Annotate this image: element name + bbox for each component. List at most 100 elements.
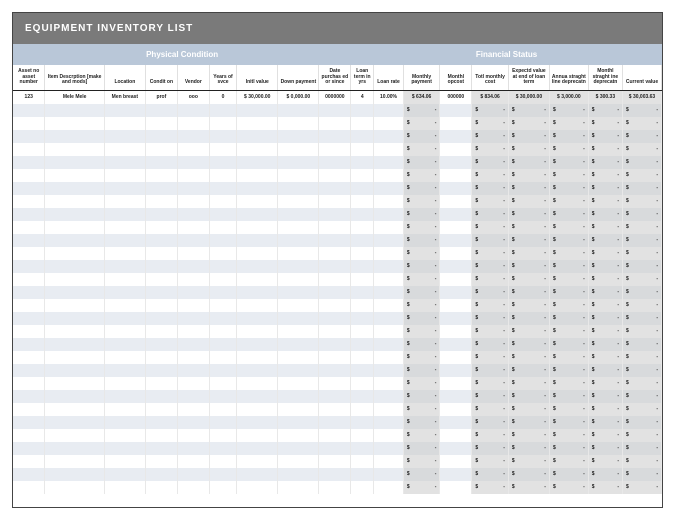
cell-asset_no xyxy=(13,364,45,377)
table-row: $-$-$-$-$-$- xyxy=(13,260,662,273)
cell-vendor xyxy=(177,234,209,247)
col-header-cur_val: Current value xyxy=(623,65,662,90)
cell-date_purch xyxy=(319,390,351,403)
table-row: $-$-$-$-$-$- xyxy=(13,169,662,182)
cell-vendor xyxy=(177,156,209,169)
cell-mon_sl: $- xyxy=(588,416,622,429)
cell-ann_sl: $- xyxy=(549,143,588,156)
cell-vendor xyxy=(177,273,209,286)
cell-mon_sl: $- xyxy=(588,221,622,234)
cell-condition xyxy=(145,416,177,429)
cell-ann_sl: $- xyxy=(549,403,588,416)
col-header-condition: Condit on xyxy=(145,65,177,90)
cell-location xyxy=(104,364,145,377)
cell-years_svc xyxy=(209,273,236,286)
cell-loan_rate xyxy=(374,143,404,156)
group-physical-label: Physical Condition xyxy=(146,50,218,59)
table-row: $-$-$-$-$-$- xyxy=(13,195,662,208)
sheet-title: EQUIPMENT INVENTORY LIST xyxy=(13,13,662,44)
cell-item_desc xyxy=(45,104,104,117)
cell-loan_rate xyxy=(374,351,404,364)
cell-asset_no xyxy=(13,104,45,117)
col-header-tot_mon: Totl monthly cost xyxy=(472,65,509,90)
cell-ann_sl: $- xyxy=(549,286,588,299)
cell-mon_sl: $- xyxy=(588,260,622,273)
cell-init_value: $ 30,000.00 xyxy=(237,90,278,104)
cell-mon_opcost xyxy=(440,156,472,169)
cell-asset_no xyxy=(13,455,45,468)
cell-loan_rate xyxy=(374,364,404,377)
table-row: $-$-$-$-$-$- xyxy=(13,182,662,195)
cell-years_svc xyxy=(209,169,236,182)
cell-down_pay xyxy=(278,351,319,364)
cell-down_pay xyxy=(278,221,319,234)
cell-asset_no xyxy=(13,247,45,260)
cell-cur_val: $- xyxy=(623,429,662,442)
cell-init_value xyxy=(237,195,278,208)
cell-mon_sl: $- xyxy=(588,299,622,312)
cell-condition xyxy=(145,247,177,260)
cell-tot_mon: $- xyxy=(472,169,509,182)
cell-mon_opcost: 000000 xyxy=(440,90,472,104)
cell-mon_opcost xyxy=(440,130,472,143)
cell-ann_sl: $- xyxy=(549,169,588,182)
cell-mon_sl: $- xyxy=(588,156,622,169)
cell-mon_pay: $- xyxy=(403,117,440,130)
cell-location xyxy=(104,377,145,390)
cell-mon_sl: $- xyxy=(588,195,622,208)
cell-condition xyxy=(145,104,177,117)
cell-mon_opcost xyxy=(440,260,472,273)
cell-mon_opcost xyxy=(440,468,472,481)
cell-location: Men breast xyxy=(104,90,145,104)
cell-down_pay xyxy=(278,312,319,325)
cell-init_value xyxy=(237,351,278,364)
cell-mon_sl: $- xyxy=(588,117,622,130)
cell-loan_term xyxy=(351,364,374,377)
cell-mon_sl: $- xyxy=(588,377,622,390)
table-row: $-$-$-$-$-$- xyxy=(13,312,662,325)
cell-exp_val: $- xyxy=(508,117,549,130)
cell-years_svc xyxy=(209,234,236,247)
cell-loan_rate xyxy=(374,247,404,260)
cell-exp_val: $- xyxy=(508,221,549,234)
cell-years_svc xyxy=(209,117,236,130)
cell-mon_pay: $- xyxy=(403,182,440,195)
table-row: $-$-$-$-$-$- xyxy=(13,273,662,286)
cell-mon_opcost xyxy=(440,221,472,234)
cell-loan_term xyxy=(351,117,374,130)
cell-down_pay xyxy=(278,156,319,169)
cell-tot_mon: $- xyxy=(472,143,509,156)
cell-location xyxy=(104,169,145,182)
cell-down_pay xyxy=(278,481,319,494)
cell-loan_term: 4 xyxy=(351,90,374,104)
cell-loan_term xyxy=(351,143,374,156)
cell-condition xyxy=(145,260,177,273)
cell-mon_sl: $- xyxy=(588,286,622,299)
cell-condition xyxy=(145,169,177,182)
cell-exp_val: $- xyxy=(508,351,549,364)
cell-asset_no xyxy=(13,221,45,234)
cell-years_svc xyxy=(209,377,236,390)
cell-mon_pay: $- xyxy=(403,234,440,247)
table-row: $-$-$-$-$-$- xyxy=(13,338,662,351)
cell-location xyxy=(104,234,145,247)
cell-vendor xyxy=(177,299,209,312)
cell-down_pay xyxy=(278,169,319,182)
cell-asset_no xyxy=(13,481,45,494)
cell-cur_val: $- xyxy=(623,247,662,260)
cell-loan_rate xyxy=(374,117,404,130)
cell-loan_term xyxy=(351,286,374,299)
cell-item_desc xyxy=(45,377,104,390)
cell-vendor xyxy=(177,195,209,208)
cell-loan_term xyxy=(351,338,374,351)
cell-down_pay xyxy=(278,208,319,221)
cell-exp_val: $- xyxy=(508,455,549,468)
cell-date_purch xyxy=(319,455,351,468)
cell-tot_mon: $- xyxy=(472,299,509,312)
cell-location xyxy=(104,312,145,325)
cell-loan_term xyxy=(351,299,374,312)
cell-vendor xyxy=(177,247,209,260)
cell-init_value xyxy=(237,104,278,117)
cell-location xyxy=(104,195,145,208)
cell-years_svc xyxy=(209,130,236,143)
